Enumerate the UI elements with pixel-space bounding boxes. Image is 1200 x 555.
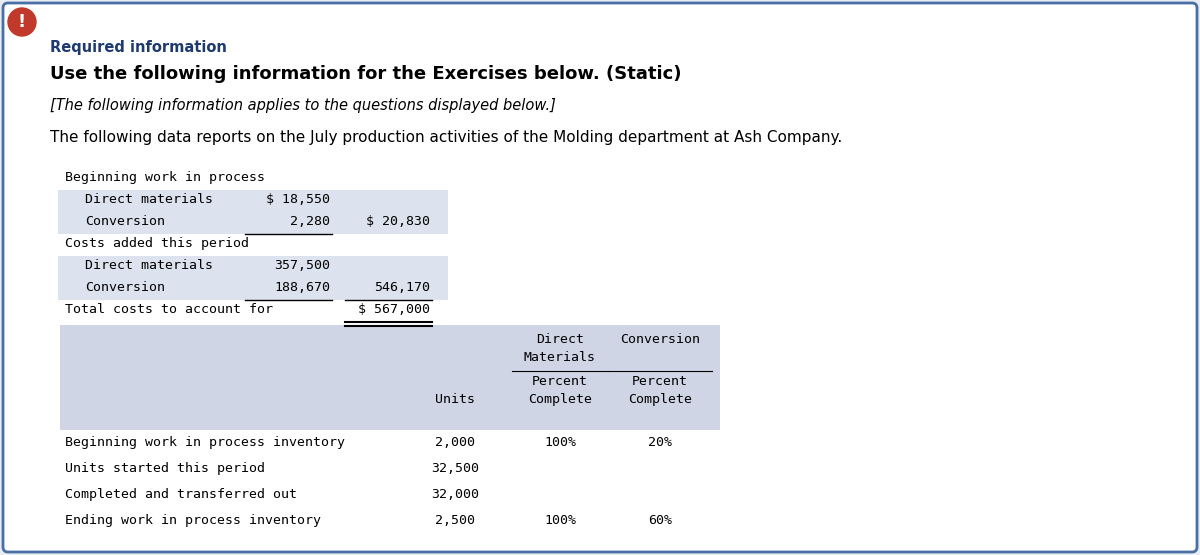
Text: 60%: 60% [648,514,672,527]
Text: The following data reports on the July production activities of the Molding depa: The following data reports on the July p… [50,130,842,145]
Text: 100%: 100% [544,436,576,449]
Text: 2,500: 2,500 [436,514,475,527]
Text: Beginning work in process: Beginning work in process [65,171,265,184]
Text: Costs added this period: Costs added this period [65,237,250,250]
Bar [58,256,448,278]
Text: $ 18,550: $ 18,550 [266,193,330,206]
Bar [60,325,720,430]
Text: Direct materials: Direct materials [85,193,214,206]
Text: 2,280: 2,280 [290,215,330,228]
Text: Required information: Required information [50,40,227,55]
Text: Use the following information for the Exercises below. (Static): Use the following information for the Ex… [50,65,682,83]
Text: Units started this period: Units started this period [65,462,265,475]
Text: Materials: Materials [524,351,596,364]
Text: 20%: 20% [648,436,672,449]
Text: Direct: Direct [536,333,584,346]
Text: Completed and transferred out: Completed and transferred out [65,488,298,501]
Text: Conversion: Conversion [85,215,166,228]
Text: Percent: Percent [632,375,688,388]
Text: 188,670: 188,670 [274,281,330,294]
Text: $ 20,830: $ 20,830 [366,215,430,228]
Text: 32,500: 32,500 [431,462,479,475]
Text: 546,170: 546,170 [374,281,430,294]
Text: Percent: Percent [532,375,588,388]
FancyBboxPatch shape [2,3,1198,552]
Text: Beginning work in process inventory: Beginning work in process inventory [65,436,346,449]
Text: [The following information applies to the questions displayed below.]: [The following information applies to th… [50,98,556,113]
Text: Units: Units [436,393,475,406]
Text: 357,500: 357,500 [274,259,330,272]
Text: 32,000: 32,000 [431,488,479,501]
Text: Complete: Complete [628,393,692,406]
Text: 2,000: 2,000 [436,436,475,449]
Text: Conversion: Conversion [620,333,700,346]
Bar [58,212,448,234]
Text: $ 567,000: $ 567,000 [358,303,430,316]
Text: Total costs to account for: Total costs to account for [65,303,274,316]
Bar [58,190,448,212]
Text: Direct materials: Direct materials [85,259,214,272]
Text: Conversion: Conversion [85,281,166,294]
Text: !: ! [18,13,26,31]
Bar [60,430,720,540]
Text: Ending work in process inventory: Ending work in process inventory [65,514,322,527]
Text: 100%: 100% [544,514,576,527]
Text: Complete: Complete [528,393,592,406]
Circle shape [8,8,36,36]
Bar [58,278,448,300]
